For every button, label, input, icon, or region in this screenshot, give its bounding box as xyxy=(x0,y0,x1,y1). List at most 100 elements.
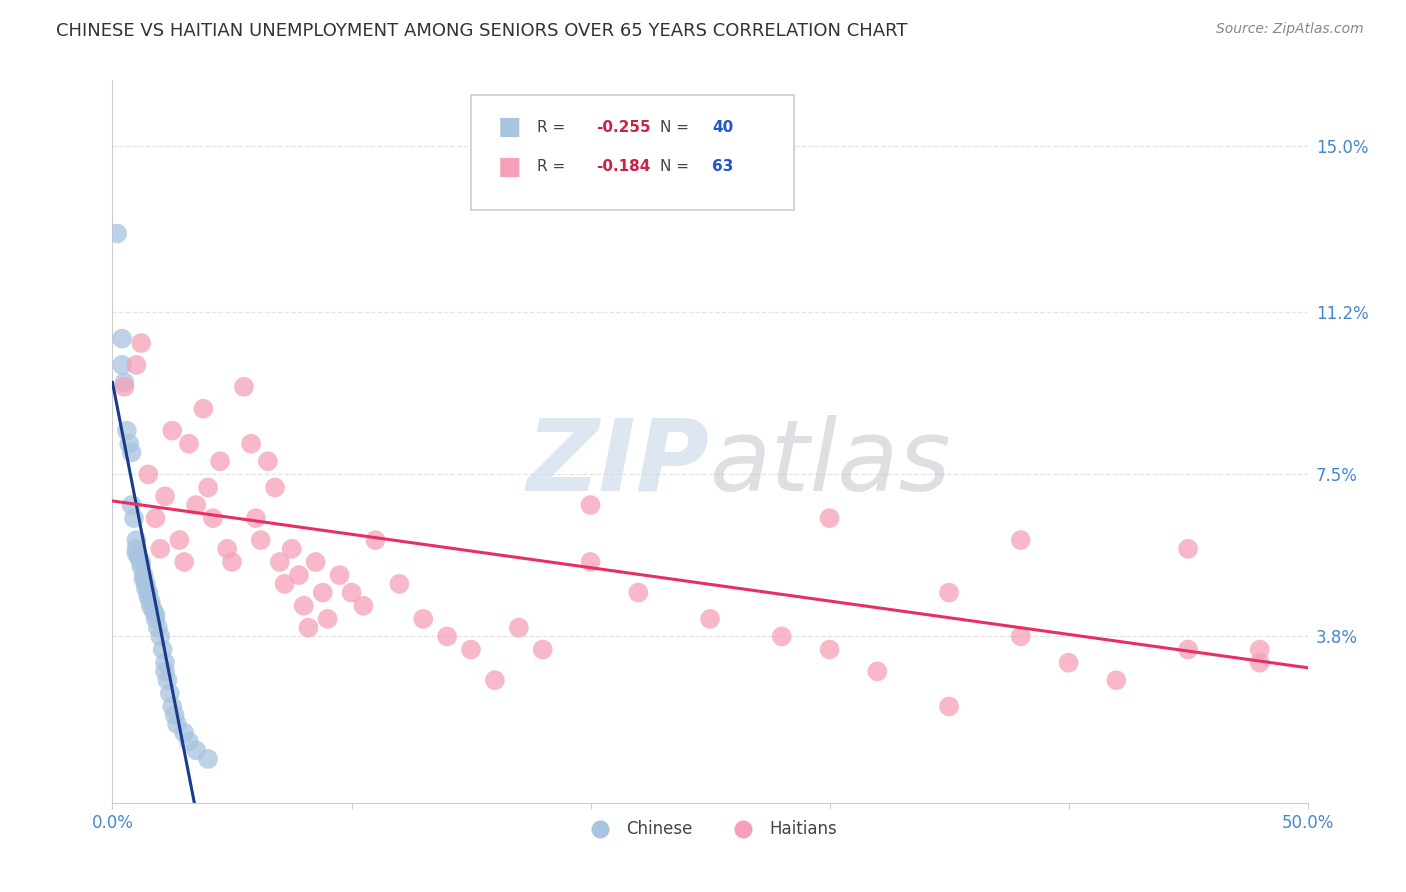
Point xyxy=(162,699,183,714)
Text: N =: N = xyxy=(659,120,693,135)
Text: R =: R = xyxy=(537,120,569,135)
Text: 63: 63 xyxy=(713,160,734,175)
Point xyxy=(111,332,134,346)
Point xyxy=(129,336,152,351)
Point xyxy=(169,533,191,547)
Point xyxy=(818,511,841,525)
Point xyxy=(173,555,195,569)
Point xyxy=(105,227,128,241)
Point xyxy=(1177,541,1199,556)
Point xyxy=(288,568,311,582)
Text: 40: 40 xyxy=(713,120,734,135)
Point xyxy=(197,481,219,495)
Point xyxy=(128,550,150,565)
Text: -0.255: -0.255 xyxy=(596,120,651,135)
Point xyxy=(114,376,135,390)
Point xyxy=(269,555,291,569)
Point xyxy=(316,612,339,626)
Point xyxy=(173,725,195,739)
Point xyxy=(217,541,239,556)
Point xyxy=(139,594,162,608)
Point xyxy=(245,511,267,525)
Point xyxy=(118,436,141,450)
Point xyxy=(1105,673,1128,688)
Point xyxy=(579,555,602,569)
Point xyxy=(531,642,554,657)
Point xyxy=(146,621,169,635)
Text: R =: R = xyxy=(537,160,569,175)
Point xyxy=(627,585,650,599)
Point xyxy=(1057,656,1080,670)
Point xyxy=(132,568,155,582)
Point xyxy=(149,629,172,643)
Point xyxy=(129,555,152,569)
Point xyxy=(114,380,135,394)
Point xyxy=(484,673,506,688)
Point xyxy=(412,612,434,626)
Point xyxy=(305,555,328,569)
Point xyxy=(1249,642,1271,657)
Point xyxy=(125,541,148,556)
Point xyxy=(186,498,208,512)
Point xyxy=(460,642,482,657)
Point xyxy=(115,424,138,438)
Text: N =: N = xyxy=(659,160,693,175)
Point xyxy=(388,577,411,591)
Point xyxy=(436,629,458,643)
Point xyxy=(138,590,160,604)
FancyBboxPatch shape xyxy=(471,95,794,211)
Point xyxy=(139,599,162,613)
Point xyxy=(121,445,143,459)
Text: ZIP: ZIP xyxy=(527,415,710,512)
Point xyxy=(166,717,188,731)
Text: ■: ■ xyxy=(498,115,522,139)
Point xyxy=(233,380,256,394)
Point xyxy=(508,621,530,635)
Point xyxy=(152,642,174,657)
Point xyxy=(122,511,145,525)
Point xyxy=(153,489,176,503)
Point xyxy=(281,541,304,556)
Point xyxy=(770,183,793,197)
Point xyxy=(193,401,215,416)
Point xyxy=(292,599,315,613)
Point xyxy=(340,585,363,599)
Point xyxy=(162,424,183,438)
Point xyxy=(201,511,224,525)
Point xyxy=(135,581,157,595)
Point xyxy=(257,454,280,468)
Point xyxy=(121,498,143,512)
Point xyxy=(163,708,186,723)
Point xyxy=(770,629,793,643)
Text: Source: ZipAtlas.com: Source: ZipAtlas.com xyxy=(1216,22,1364,37)
Point xyxy=(177,436,200,450)
Point xyxy=(329,568,352,582)
Legend: Chinese, Haitians: Chinese, Haitians xyxy=(576,814,844,845)
Point xyxy=(364,533,387,547)
Point xyxy=(1249,656,1271,670)
Point xyxy=(1010,629,1032,643)
Point xyxy=(938,585,960,599)
Point xyxy=(221,555,243,569)
Point xyxy=(125,546,148,560)
Point xyxy=(273,577,295,591)
Point xyxy=(818,642,841,657)
Point xyxy=(138,585,160,599)
Point xyxy=(145,511,167,525)
Point xyxy=(197,752,219,766)
Point xyxy=(249,533,271,547)
Point xyxy=(186,743,208,757)
Point xyxy=(125,533,148,547)
Point xyxy=(145,612,167,626)
Point xyxy=(240,436,263,450)
Point xyxy=(1010,533,1032,547)
Text: atlas: atlas xyxy=(710,415,952,512)
Point xyxy=(138,467,160,482)
Point xyxy=(264,481,287,495)
Point xyxy=(177,734,200,748)
Point xyxy=(153,665,176,679)
Point xyxy=(111,358,134,372)
Point xyxy=(209,454,232,468)
Point xyxy=(142,603,165,617)
Point xyxy=(866,665,889,679)
